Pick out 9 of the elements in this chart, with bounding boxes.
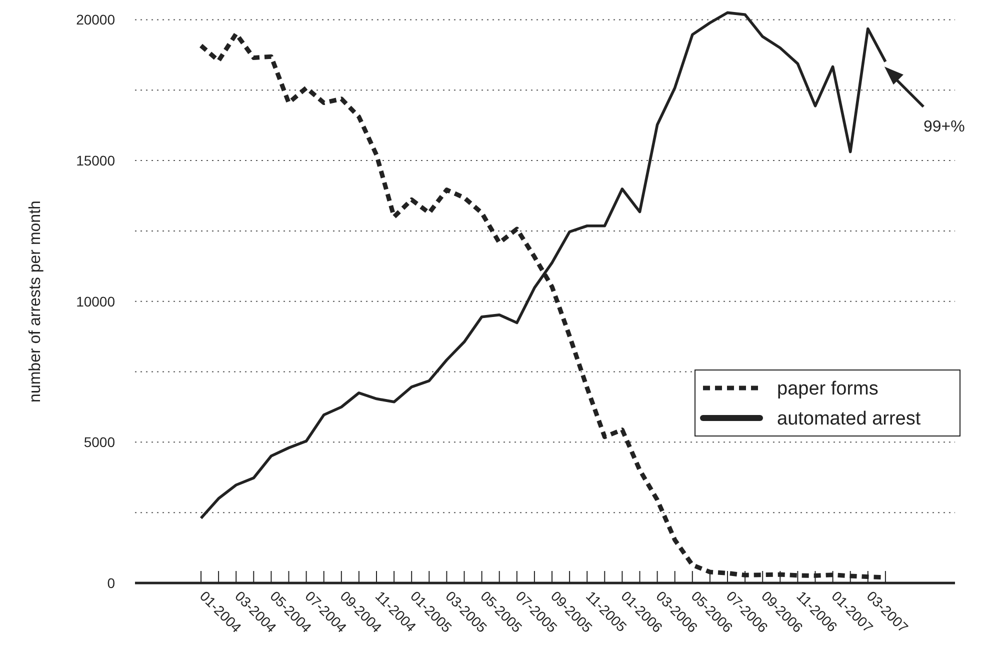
- y-tick-label: 0: [107, 574, 116, 591]
- text: 99+%: [923, 118, 965, 136]
- y-tick-label: 5000: [84, 434, 116, 450]
- legend-label: automated arrest: [777, 408, 922, 430]
- legend-label: paper forms: [777, 378, 878, 400]
- y-axis-title: number of arrests per month: [27, 200, 44, 402]
- y-tick-label: 15000: [76, 152, 116, 168]
- y-tick-label: 20000: [76, 12, 116, 28]
- y-tick-label: 10000: [76, 293, 116, 310]
